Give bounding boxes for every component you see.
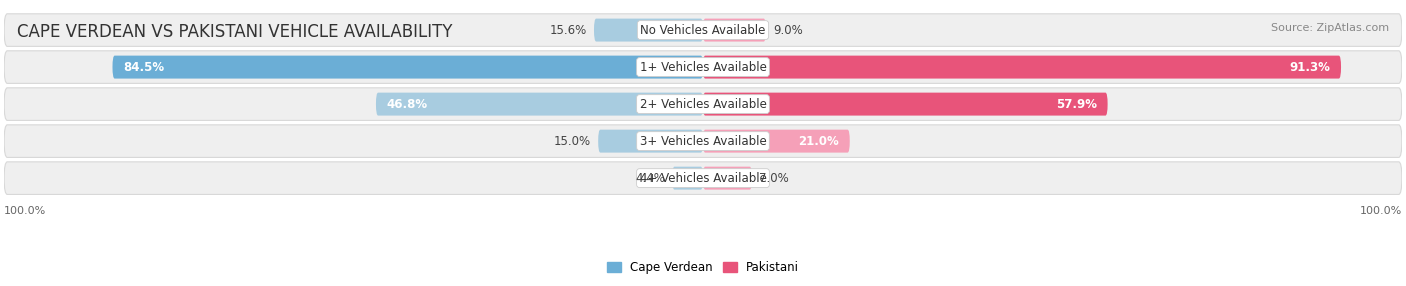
FancyBboxPatch shape xyxy=(598,130,703,153)
FancyBboxPatch shape xyxy=(703,93,1108,116)
Text: 7.0%: 7.0% xyxy=(759,172,789,185)
Text: 9.0%: 9.0% xyxy=(773,23,803,37)
Text: 1+ Vehicles Available: 1+ Vehicles Available xyxy=(640,61,766,74)
FancyBboxPatch shape xyxy=(4,162,1402,194)
FancyBboxPatch shape xyxy=(703,130,849,153)
FancyBboxPatch shape xyxy=(4,51,1402,84)
FancyBboxPatch shape xyxy=(4,88,1402,120)
FancyBboxPatch shape xyxy=(4,14,1402,46)
Text: 4.4%: 4.4% xyxy=(636,172,665,185)
FancyBboxPatch shape xyxy=(4,125,1402,157)
Text: 3+ Vehicles Available: 3+ Vehicles Available xyxy=(640,135,766,148)
Text: 100.0%: 100.0% xyxy=(1360,206,1402,216)
Text: 15.0%: 15.0% xyxy=(554,135,591,148)
Text: 84.5%: 84.5% xyxy=(122,61,165,74)
Text: CAPE VERDEAN VS PAKISTANI VEHICLE AVAILABILITY: CAPE VERDEAN VS PAKISTANI VEHICLE AVAILA… xyxy=(17,23,453,41)
FancyBboxPatch shape xyxy=(703,19,766,41)
Text: 46.8%: 46.8% xyxy=(387,98,427,111)
Text: 4+ Vehicles Available: 4+ Vehicles Available xyxy=(640,172,766,185)
FancyBboxPatch shape xyxy=(112,55,703,79)
FancyBboxPatch shape xyxy=(703,55,1341,79)
Text: 57.9%: 57.9% xyxy=(1056,98,1097,111)
FancyBboxPatch shape xyxy=(375,93,703,116)
FancyBboxPatch shape xyxy=(703,167,752,190)
Text: No Vehicles Available: No Vehicles Available xyxy=(640,23,766,37)
Text: 2+ Vehicles Available: 2+ Vehicles Available xyxy=(640,98,766,111)
FancyBboxPatch shape xyxy=(672,167,703,190)
Text: 21.0%: 21.0% xyxy=(799,135,839,148)
Text: 100.0%: 100.0% xyxy=(4,206,46,216)
Text: Source: ZipAtlas.com: Source: ZipAtlas.com xyxy=(1271,23,1389,33)
FancyBboxPatch shape xyxy=(593,19,703,41)
Text: 91.3%: 91.3% xyxy=(1289,61,1330,74)
Legend: Cape Verdean, Pakistani: Cape Verdean, Pakistani xyxy=(607,261,799,274)
Text: 15.6%: 15.6% xyxy=(550,23,586,37)
